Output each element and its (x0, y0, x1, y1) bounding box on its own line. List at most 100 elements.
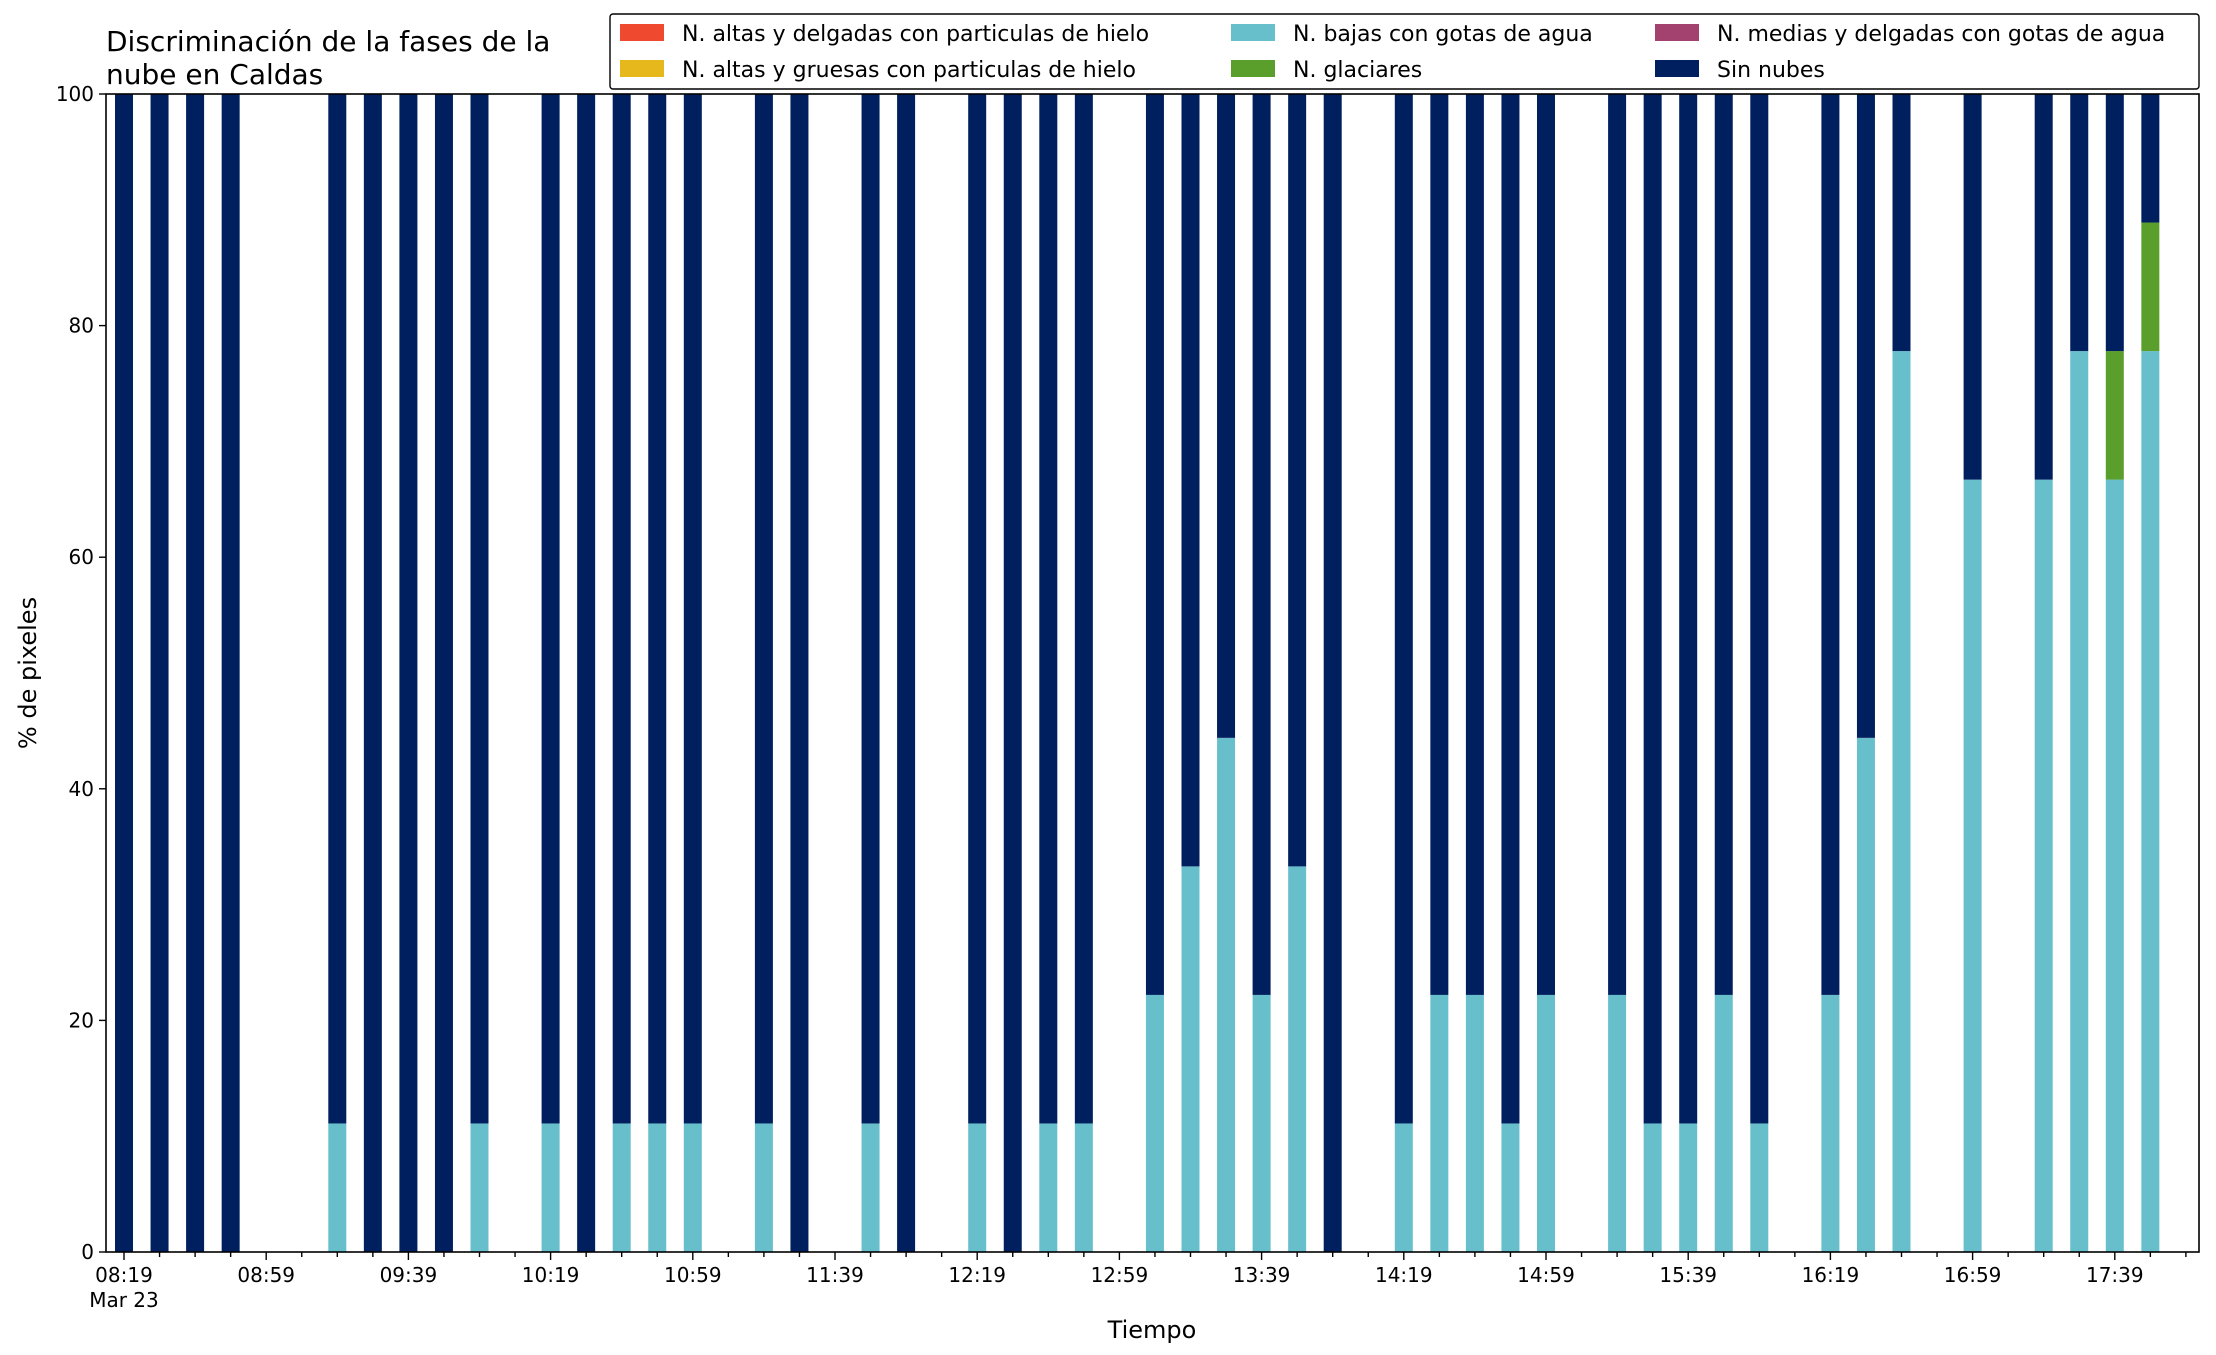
legend-swatch-1 (620, 60, 664, 77)
bar-segment-1229-series-5 (1003, 94, 1022, 1252)
chart-title-line-1: Discriminación de la fases de la (106, 25, 550, 58)
legend-label-4: N. medias y delgadas con gotas de agua (1717, 22, 2165, 47)
legend-swatch-4 (1655, 24, 1699, 41)
legend-frame (609, 13, 2200, 90)
bar-segment-1729-series-2 (2070, 351, 2089, 1253)
y-tick-label-100: 100 (56, 82, 94, 106)
legend-swatch-2 (1231, 24, 1275, 41)
bar-segment-0829-series-5 (150, 94, 169, 1252)
x-tick-label-1219: 12:19 (948, 1263, 1006, 1287)
bar-segment-1729-series-5 (2070, 94, 2089, 352)
y-tick-label-20: 20 (69, 1008, 94, 1032)
bar-segment-1749-series-2 (2141, 351, 2160, 1253)
bar-segment-1739-series-2 (2105, 479, 2124, 1252)
bar-segment-1619-series-5 (1821, 94, 1840, 995)
bar-segment-0919-series-2 (328, 1123, 347, 1252)
bar-segment-1419-series-5 (1394, 94, 1413, 1124)
bar-segment-1249-series-5 (1074, 94, 1093, 1124)
bar-segment-1239-series-2 (1039, 1123, 1058, 1252)
bar-segment-1449-series-2 (1501, 1123, 1520, 1252)
bar-segment-1339-series-5 (1252, 94, 1271, 995)
bar-segment-1119-series-2 (754, 1123, 773, 1252)
bar-segment-1659-series-2 (1963, 479, 1982, 1252)
bar-segment-1739-series-5 (2105, 94, 2124, 352)
bar-segment-1539-series-5 (1679, 94, 1698, 1124)
bar-segment-1629-series-2 (1856, 737, 1875, 1252)
bar-segment-1359-series-5 (1323, 94, 1342, 1252)
bar-segment-1519-series-2 (1608, 994, 1627, 1252)
y-tick-label-40: 40 (69, 777, 94, 801)
bar-segment-1719-series-5 (2034, 94, 2053, 480)
bar-segment-1549-series-5 (1714, 94, 1733, 995)
x-axis-label: Tiempo (1107, 1316, 1197, 1344)
x-tick-label-0859: 08:59 (237, 1263, 295, 1287)
legend-label-2: N. bajas con gotas de agua (1293, 22, 1593, 47)
x-tick-label-1659: 16:59 (1944, 1263, 2002, 1287)
bar-segment-1329-series-2 (1217, 737, 1236, 1252)
bar-segment-1539-series-2 (1679, 1123, 1698, 1252)
bar-segment-1639-series-5 (1892, 94, 1911, 352)
bar-segment-0849-series-5 (221, 94, 240, 1252)
bars-layer (115, 94, 2160, 1253)
x-tick-label-0939: 09:39 (380, 1263, 438, 1287)
bar-segment-1439-series-5 (1465, 94, 1484, 995)
x-tick-label-1339: 13:39 (1233, 1263, 1291, 1287)
bar-segment-1419-series-2 (1394, 1123, 1413, 1252)
y-tick-label-80: 80 (69, 314, 94, 338)
bar-segment-1049-series-2 (648, 1123, 667, 1252)
bar-segment-1059-series-5 (683, 94, 702, 1124)
bar-segment-1039-series-2 (612, 1123, 631, 1252)
bar-segment-1249-series-2 (1074, 1123, 1093, 1252)
bar-segment-1149-series-5 (861, 94, 880, 1124)
legend-label-1: N. altas y gruesas con particulas de hie… (682, 58, 1136, 83)
bar-segment-1319-series-5 (1181, 94, 1200, 867)
x-tick-label-1459: 14:59 (1517, 1263, 1575, 1287)
y-tick-label-0: 0 (81, 1240, 94, 1264)
bar-segment-1149-series-2 (861, 1123, 880, 1252)
bar-segment-1019-series-5 (541, 94, 560, 1124)
bar-segment-1619-series-2 (1821, 994, 1840, 1252)
legend-swatch-5 (1655, 60, 1699, 77)
x-tick-label-1539: 15:39 (1659, 1263, 1717, 1287)
bar-segment-1039-series-5 (612, 94, 631, 1124)
bar-segment-1029-series-5 (577, 94, 596, 1252)
bar-segment-1749-series-5 (2141, 94, 2160, 223)
bar-segment-0929-series-5 (363, 94, 382, 1252)
x-tick-date-label: Mar 23 (89, 1288, 159, 1312)
bar-segment-1439-series-2 (1465, 994, 1484, 1252)
x-tick-label-1739: 17:39 (2086, 1263, 2144, 1287)
bar-segment-1059-series-2 (683, 1123, 702, 1252)
bar-segment-1429-series-5 (1430, 94, 1449, 995)
bar-segment-1349-series-5 (1288, 94, 1307, 867)
bar-segment-1639-series-2 (1892, 351, 1911, 1253)
bar-segment-1519-series-5 (1608, 94, 1627, 995)
y-tick-label-60: 60 (69, 545, 94, 569)
x-tick-label-0819: 08:19 (95, 1263, 153, 1287)
bar-segment-1449-series-5 (1501, 94, 1520, 1124)
bar-segment-1629-series-5 (1856, 94, 1875, 738)
bar-segment-1319-series-2 (1181, 866, 1200, 1252)
bar-segment-1049-series-5 (648, 94, 667, 1124)
bar-segment-0959-series-5 (470, 94, 489, 1124)
x-tick-label-1059: 10:59 (664, 1263, 722, 1287)
legend: N. altas y delgadas con particulas de hi… (609, 13, 2200, 90)
bar-segment-1459-series-2 (1537, 994, 1555, 1252)
legend-swatch-0 (620, 24, 664, 41)
bar-segment-0919-series-5 (328, 94, 347, 1124)
bar-segment-1459-series-5 (1537, 94, 1555, 995)
x-tick-label-1259: 12:59 (1091, 1263, 1149, 1287)
bar-segment-0959-series-2 (470, 1123, 489, 1252)
bar-segment-1429-series-2 (1430, 994, 1449, 1252)
bar-segment-1239-series-5 (1039, 94, 1058, 1124)
bar-segment-1749-series-3 (2141, 222, 2160, 352)
bar-segment-1329-series-5 (1217, 94, 1236, 738)
bar-segment-1719-series-2 (2034, 479, 2053, 1252)
bar-segment-1219-series-2 (968, 1123, 987, 1252)
bar-segment-1159-series-5 (897, 94, 916, 1252)
x-tick-label-1419: 14:19 (1375, 1263, 1433, 1287)
bar-segment-1019-series-2 (541, 1123, 560, 1252)
bar-segment-1559-series-5 (1750, 94, 1769, 1124)
legend-label-0: N. altas y delgadas con particulas de hi… (682, 22, 1149, 47)
